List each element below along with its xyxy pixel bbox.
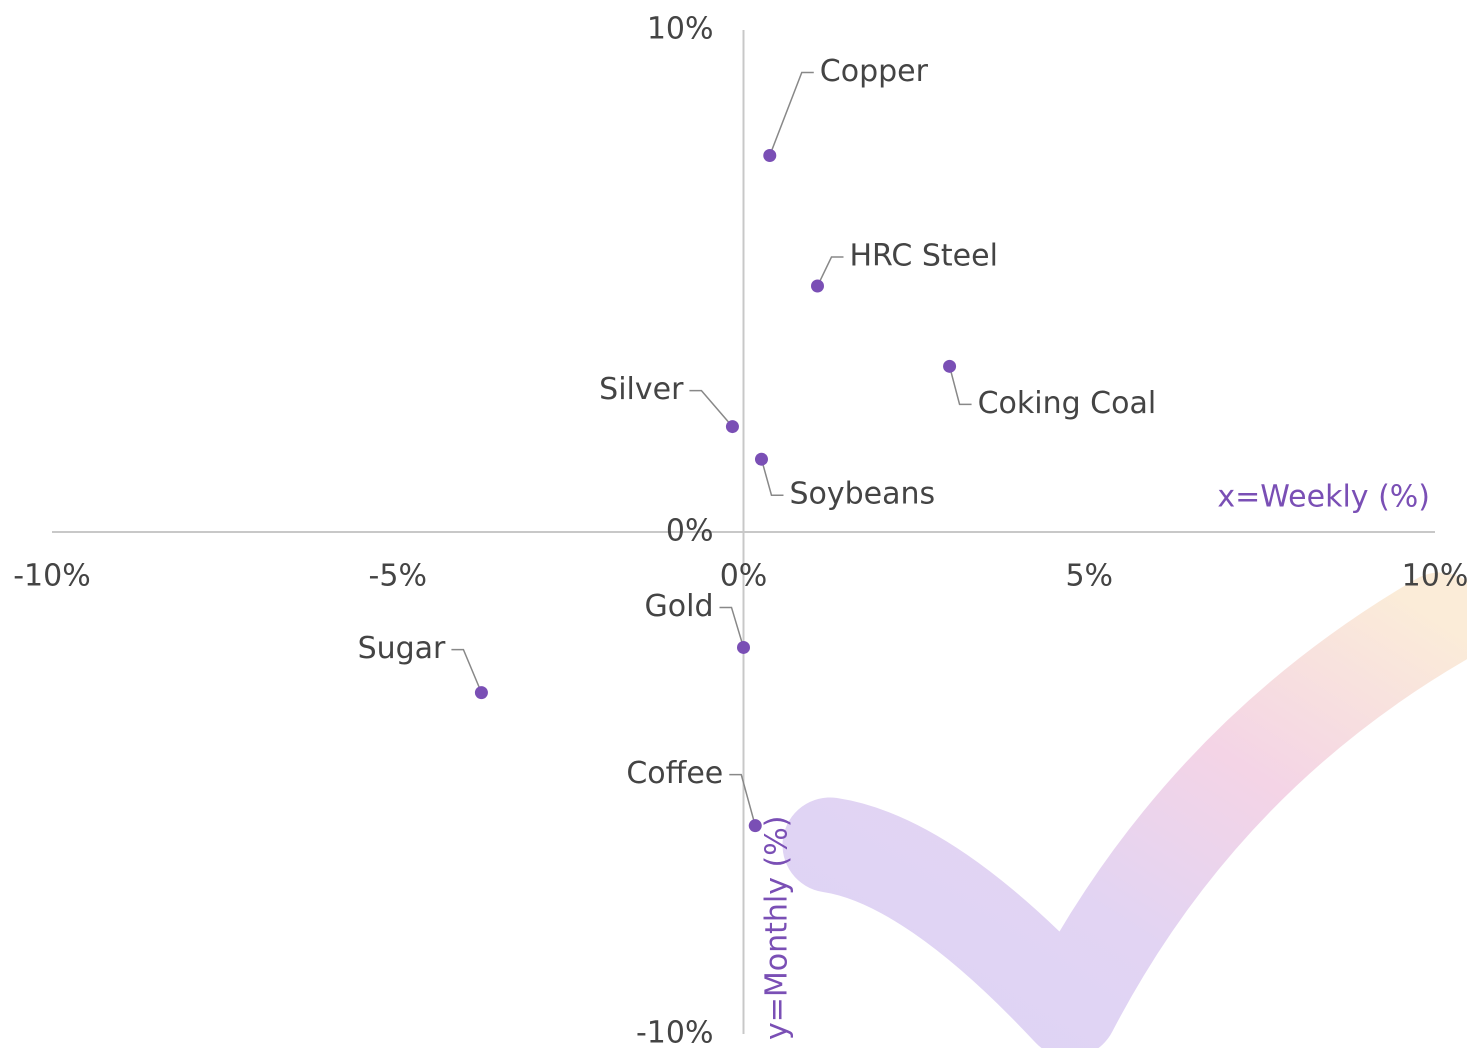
y-tick-label: 0% <box>666 514 714 549</box>
x-axis-title: x=Weekly (%) <box>1217 480 1430 515</box>
leader-line <box>689 391 732 427</box>
point-label: Sugar <box>358 631 446 666</box>
x-tick-label: 10% <box>1402 559 1467 594</box>
leader-line <box>720 607 744 647</box>
point-label: Silver <box>599 372 684 407</box>
leader-line <box>770 73 814 156</box>
chart: x=Weekly (%) y=Monthly (%) -10% -5% 0% 5% 10… <box>0 0 1467 1048</box>
leader-line <box>950 366 972 404</box>
x-tick-label: 5% <box>1065 559 1113 594</box>
point-label: Coffee <box>626 756 723 791</box>
x-tick-label: -5% <box>369 559 427 594</box>
x-tick-label: -10% <box>13 559 91 594</box>
point <box>763 149 776 162</box>
point <box>755 453 768 466</box>
point <box>475 686 488 699</box>
point <box>749 819 762 832</box>
point-label: Gold <box>645 589 714 624</box>
decoration <box>830 620 1440 1010</box>
leader-line <box>451 650 481 693</box>
point-label: Coking Coal <box>978 386 1157 421</box>
point-label: Soybeans <box>789 477 935 512</box>
point-label: HRC Steel <box>849 239 997 274</box>
point <box>943 360 956 373</box>
y-tick-label: -10% <box>636 1016 714 1048</box>
y-tick-label: 10% <box>647 12 714 47</box>
point <box>726 420 739 433</box>
point <box>811 280 824 293</box>
x-tick-label: 0% <box>720 559 768 594</box>
point-label: Copper <box>820 54 929 89</box>
point <box>737 641 750 654</box>
y-axis-title: y=Monthly (%) <box>760 816 795 1040</box>
leader-line <box>729 775 755 826</box>
